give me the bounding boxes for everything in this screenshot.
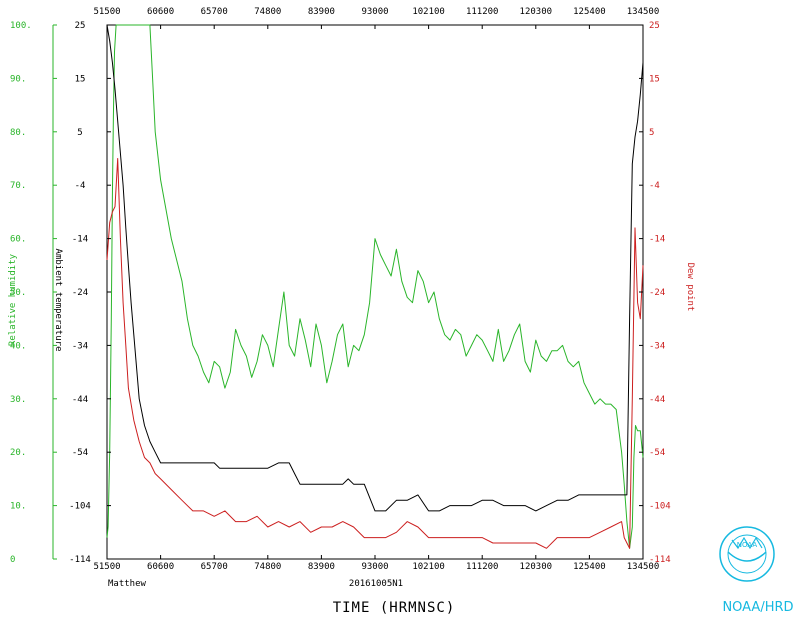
dewpoint-tick-label: -4 [649, 181, 660, 191]
rh-tick-label: 20. [10, 448, 26, 458]
series-line-dewpoint [106, 158, 644, 549]
temp-tick-label: -14 [72, 235, 88, 245]
dewpoint-tick-label: -34 [649, 341, 665, 351]
rh-tick-label: 40. [10, 341, 26, 351]
x-axis-title: TIME (HRMNSC) [333, 600, 456, 616]
x-bottom-tick-label: 102100 [412, 562, 445, 572]
storm-name-label: Matthew [108, 579, 147, 589]
dewpoint-tick-label: -14 [649, 235, 665, 245]
x-top-tick-label: 125400 [573, 7, 606, 17]
x-bottom-tick-label: 74800 [254, 562, 281, 572]
x-top-tick-label: 74800 [254, 7, 281, 17]
dewpoint-tick-label: 25 [649, 21, 660, 31]
dewpoint-tick-label: -114 [649, 555, 671, 565]
x-bottom-tick-label: 51500 [93, 562, 120, 572]
x-top-tick-label: 120300 [520, 7, 553, 17]
rh-tick-label: 50. [10, 288, 26, 298]
rh-tick-label: 10. [10, 502, 26, 512]
x-top-tick-label: 134500 [627, 7, 660, 17]
temp-axis-label: Ambient temperature [53, 249, 63, 352]
dewpoint-tick-label: -104 [649, 502, 671, 512]
rh-axis-label: Relative humidity [8, 253, 18, 346]
temp-tick-label: -54 [72, 448, 88, 458]
temp-tick-label: -4 [75, 181, 86, 191]
x-bottom-tick-label: 60600 [147, 562, 174, 572]
rh-tick-label: 30. [10, 395, 26, 405]
x-top-tick-label: 60600 [147, 7, 174, 17]
noaa-logo-text: NOAA [737, 541, 758, 549]
dewpoint-tick-label: 15 [649, 74, 660, 84]
temp-tick-label: -114 [69, 555, 91, 565]
x-bottom-tick-label: 120300 [520, 562, 553, 572]
x-top-tick-label: 65700 [201, 7, 228, 17]
dewpoint-tick-label: 5 [649, 128, 654, 138]
rh-tick-label: 90. [10, 74, 26, 84]
x-bottom-tick-label: 111200 [466, 562, 499, 572]
dewpoint-tick-label: -44 [649, 395, 665, 405]
x-bottom-tick-label: 134500 [627, 562, 660, 572]
temp-tick-label: -34 [72, 341, 88, 351]
noaa-logo: NOAA [719, 526, 775, 582]
x-bottom-tick-label: 125400 [573, 562, 606, 572]
plot-frame [106, 24, 644, 560]
x-top-tick-label: 102100 [412, 7, 445, 17]
series-line-temp [106, 24, 644, 512]
temp-tick-label: 25 [75, 21, 86, 31]
x-top-tick-label: 83900 [308, 7, 335, 17]
rh-tick-label: 100. [10, 21, 32, 31]
x-top-tick-label: 93000 [361, 7, 388, 17]
dewpoint-tick-label: -54 [649, 448, 665, 458]
dewpoint-tick-label: -24 [649, 288, 665, 298]
rh-tick-label: 70. [10, 181, 26, 191]
temp-tick-label: 15 [75, 74, 86, 84]
series-line-rh [106, 24, 644, 549]
flight-id-label: 20161005N1 [349, 579, 403, 589]
x-bottom-tick-label: 83900 [308, 562, 335, 572]
rh-tick-label: 60. [10, 235, 26, 245]
x-bottom-tick-label: 93000 [361, 562, 388, 572]
agency-label: NOAA/HRD [722, 600, 793, 615]
temp-tick-label: -24 [72, 288, 88, 298]
dewpoint-axis-label: Dew point [685, 263, 695, 312]
rh-tick-label: 80. [10, 128, 26, 138]
rh-tick-label: 0 [10, 555, 15, 565]
x-top-tick-label: 51500 [93, 7, 120, 17]
x-bottom-tick-label: 65700 [201, 562, 228, 572]
temp-tick-label: -104 [69, 502, 91, 512]
temp-tick-label: -44 [72, 395, 88, 405]
temp-tick-label: 5 [77, 128, 82, 138]
x-top-tick-label: 111200 [466, 7, 499, 17]
